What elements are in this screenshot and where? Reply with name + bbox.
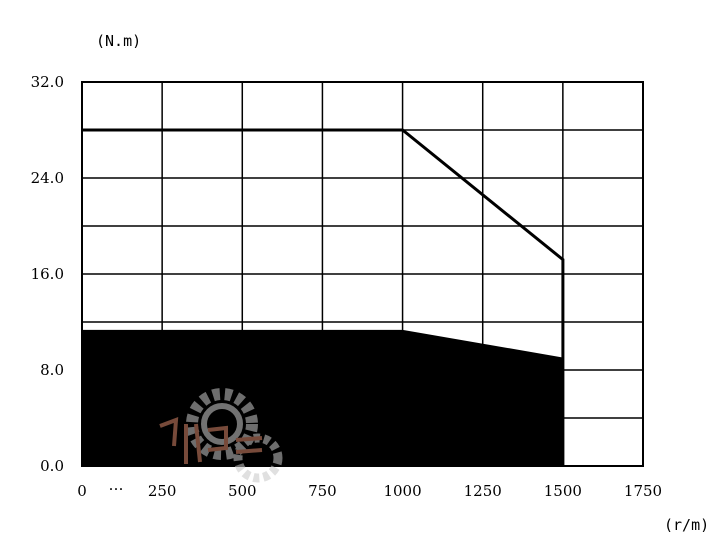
x-tick-label-1500: 1500 (544, 482, 582, 500)
plot-frame-layer (81, 81, 644, 467)
y-tick-label-24.0: 24.0 (31, 169, 64, 187)
x-tick-ellipsis: … (109, 476, 124, 494)
x-axis-unit-label: (r/m) (664, 516, 709, 534)
y-tick-labels: 0.0 8.0 16.0 24.0 32.0 (31, 73, 64, 475)
x-tick-label-250: 250 (148, 482, 177, 500)
peak-torque-line (82, 128, 565, 466)
x-tick-label-1750: 1750 (624, 482, 662, 500)
x-tick-label-1000: 1000 (383, 482, 421, 500)
y-tick-label-0.0: 0.0 (40, 457, 64, 475)
plot-frame (81, 81, 644, 467)
x-tick-labels: 0 250 500 750 1000 1250 1500 1750 … (77, 476, 662, 500)
continuous-region-layer (81, 329, 564, 467)
x-tick-label-1250: 1250 (464, 482, 502, 500)
continuous-torque-area (81, 329, 564, 467)
y-tick-label-8.0: 8.0 (40, 361, 64, 379)
x-tick-label-500: 500 (228, 482, 257, 500)
gear-watermark-icon (159, 388, 283, 483)
peak-line-layer (82, 128, 565, 466)
x-tick-label-750: 750 (308, 482, 337, 500)
x-tick-label-0: 0 (77, 482, 87, 500)
y-tick-label-32.0: 32.0 (31, 73, 64, 91)
y-axis-unit-label: (N.m) (96, 32, 141, 50)
y-tick-label-16.0: 16.0 (31, 265, 64, 283)
